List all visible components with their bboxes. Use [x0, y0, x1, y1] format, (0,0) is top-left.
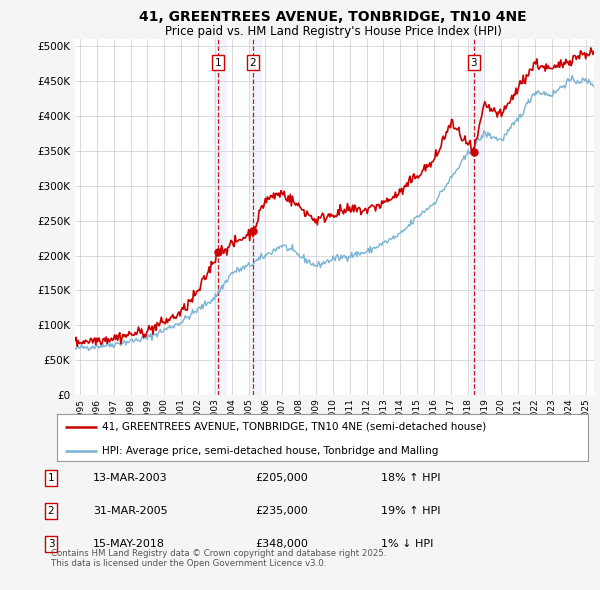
Text: 18% ↑ HPI: 18% ↑ HPI	[381, 473, 440, 483]
Text: 2: 2	[250, 58, 256, 68]
Text: 15-MAY-2018: 15-MAY-2018	[93, 539, 165, 549]
Text: 1: 1	[47, 473, 55, 483]
Text: 2: 2	[47, 506, 55, 516]
Bar	[214, 39, 227, 395]
Bar	[470, 39, 483, 395]
Text: 1: 1	[215, 58, 221, 68]
Bar	[248, 39, 262, 395]
Text: 41, GREENTREES AVENUE, TONBRIDGE, TN10 4NE (semi-detached house): 41, GREENTREES AVENUE, TONBRIDGE, TN10 4…	[102, 422, 487, 432]
Text: 41, GREENTREES AVENUE, TONBRIDGE, TN10 4NE: 41, GREENTREES AVENUE, TONBRIDGE, TN10 4…	[139, 10, 527, 24]
Text: £235,000: £235,000	[255, 506, 308, 516]
Text: £205,000: £205,000	[255, 473, 308, 483]
Text: 13-MAR-2003: 13-MAR-2003	[93, 473, 167, 483]
Text: HPI: Average price, semi-detached house, Tonbridge and Malling: HPI: Average price, semi-detached house,…	[102, 446, 439, 456]
Text: £348,000: £348,000	[255, 539, 308, 549]
Text: Price paid vs. HM Land Registry's House Price Index (HPI): Price paid vs. HM Land Registry's House …	[164, 25, 502, 38]
Text: 1% ↓ HPI: 1% ↓ HPI	[381, 539, 433, 549]
Text: 3: 3	[470, 58, 477, 68]
Text: Contains HM Land Registry data © Crown copyright and database right 2025.
This d: Contains HM Land Registry data © Crown c…	[51, 549, 386, 568]
Text: 19% ↑ HPI: 19% ↑ HPI	[381, 506, 440, 516]
Text: 3: 3	[47, 539, 55, 549]
Text: 31-MAR-2005: 31-MAR-2005	[93, 506, 167, 516]
